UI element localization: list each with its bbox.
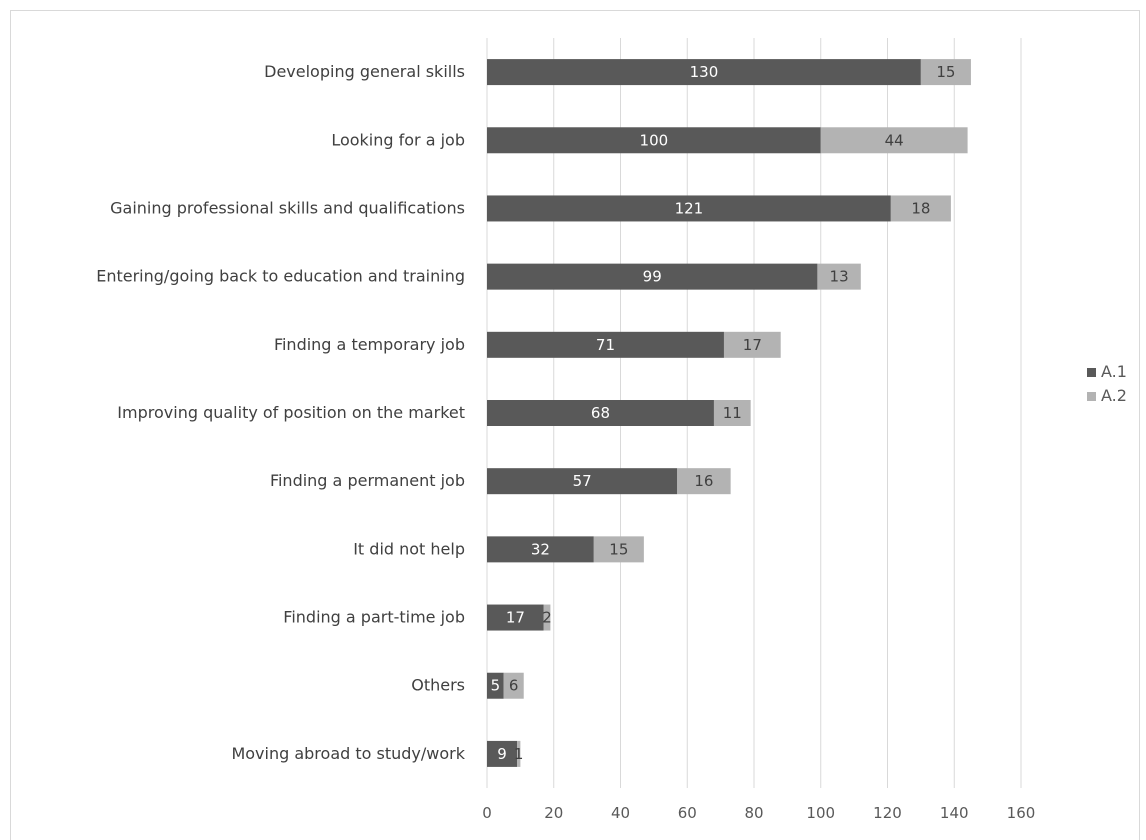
x-tick-label: 40 — [611, 804, 630, 822]
chart-frame — [10, 10, 1140, 840]
data-label-A1: 71 — [596, 336, 615, 354]
legend-swatch-A2 — [1087, 392, 1096, 401]
x-tick-label: 20 — [544, 804, 563, 822]
data-label-A2: 17 — [743, 336, 762, 354]
bar-A1-1 — [487, 127, 821, 154]
category-label: Entering/going back to education and tra… — [96, 267, 465, 286]
data-label-A2: 15 — [936, 63, 955, 81]
data-label-A1: 68 — [591, 404, 610, 422]
data-label-A2: 16 — [694, 472, 713, 490]
bar-A1-10 — [487, 740, 518, 767]
category-label: Looking for a job — [331, 130, 465, 149]
data-label-A2: 18 — [911, 199, 930, 217]
legend: A.1A.2 — [1087, 362, 1127, 405]
bar-A2-2 — [890, 195, 951, 222]
legend-label-A1: A.1 — [1101, 362, 1127, 381]
data-label-A1: 57 — [573, 472, 592, 490]
bar-A1-3 — [487, 263, 818, 290]
bar-A1-5 — [487, 400, 714, 426]
x-tick-label: 100 — [806, 804, 835, 822]
bar-A1-4 — [487, 331, 724, 358]
bar-A2-8 — [543, 604, 551, 631]
category-label: It did not help — [353, 539, 465, 558]
legend-swatch-A1 — [1087, 368, 1096, 377]
data-label-A2: 11 — [723, 404, 742, 422]
bar-A2-7 — [593, 536, 644, 563]
data-label-A2: 2 — [542, 609, 552, 627]
category-label: Improving quality of position on the mar… — [117, 403, 465, 422]
data-label-A2: 1 — [514, 745, 524, 763]
bar-A2-3 — [817, 263, 861, 290]
bar-A2-4 — [723, 331, 781, 358]
data-label-A2: 15 — [609, 540, 628, 558]
x-tick-label: 80 — [744, 804, 763, 822]
category-label: Finding a temporary job — [274, 335, 465, 354]
bar-A1-8 — [487, 604, 544, 631]
bar-A1-9 — [487, 672, 504, 699]
bar-A1-6 — [487, 468, 678, 495]
x-tick-label: 140 — [940, 804, 969, 822]
category-label: Finding a part-time job — [283, 608, 465, 627]
x-tick-label: 60 — [678, 804, 697, 822]
data-label-A1: 5 — [491, 677, 501, 695]
category-label: Finding a permanent job — [270, 471, 465, 490]
x-tick-label: 120 — [873, 804, 902, 822]
data-label-A2: 13 — [830, 268, 849, 286]
bar-A1-7 — [487, 536, 594, 563]
bar-A2-10 — [517, 740, 521, 767]
data-label-A2: 6 — [509, 677, 519, 695]
data-label-A2: 44 — [885, 131, 904, 149]
bar-A2-5 — [713, 400, 751, 426]
legend-label-A2: A.2 — [1101, 386, 1127, 405]
data-label-A1: 100 — [640, 131, 669, 149]
category-label: Developing general skills — [264, 62, 465, 81]
bar-A2-9 — [503, 672, 524, 699]
category-label: Gaining professional skills and qualific… — [110, 198, 465, 217]
category-label: Others — [411, 676, 465, 695]
data-label-A1: 121 — [675, 199, 704, 217]
bar-A2-1 — [820, 127, 968, 154]
category-label: Moving abroad to study/work — [231, 744, 465, 763]
bars: 130 15 100 44 121 18 99 13 71 17 68 11 57 16 32 15 17 2 5 6… — [487, 59, 971, 767]
category-labels: Developing general skills Looking for a j… — [96, 62, 466, 763]
data-label-A1: 17 — [506, 609, 525, 627]
x-tick-label: 160 — [1007, 804, 1036, 822]
bar-A1-0 — [487, 59, 921, 86]
data-label-A1: 130 — [690, 63, 719, 81]
x-axis-tick-labels: 0 20 40 60 80 100 120 140 160 — [482, 804, 1035, 822]
bar-A2-0 — [920, 59, 971, 86]
data-label-A1: 32 — [531, 540, 550, 558]
bar-A1-2 — [487, 195, 891, 222]
x-tick-label: 0 — [482, 804, 492, 822]
data-label-A1: 9 — [497, 745, 507, 763]
bar-A2-6 — [677, 468, 731, 495]
data-label-A1: 99 — [643, 268, 662, 286]
